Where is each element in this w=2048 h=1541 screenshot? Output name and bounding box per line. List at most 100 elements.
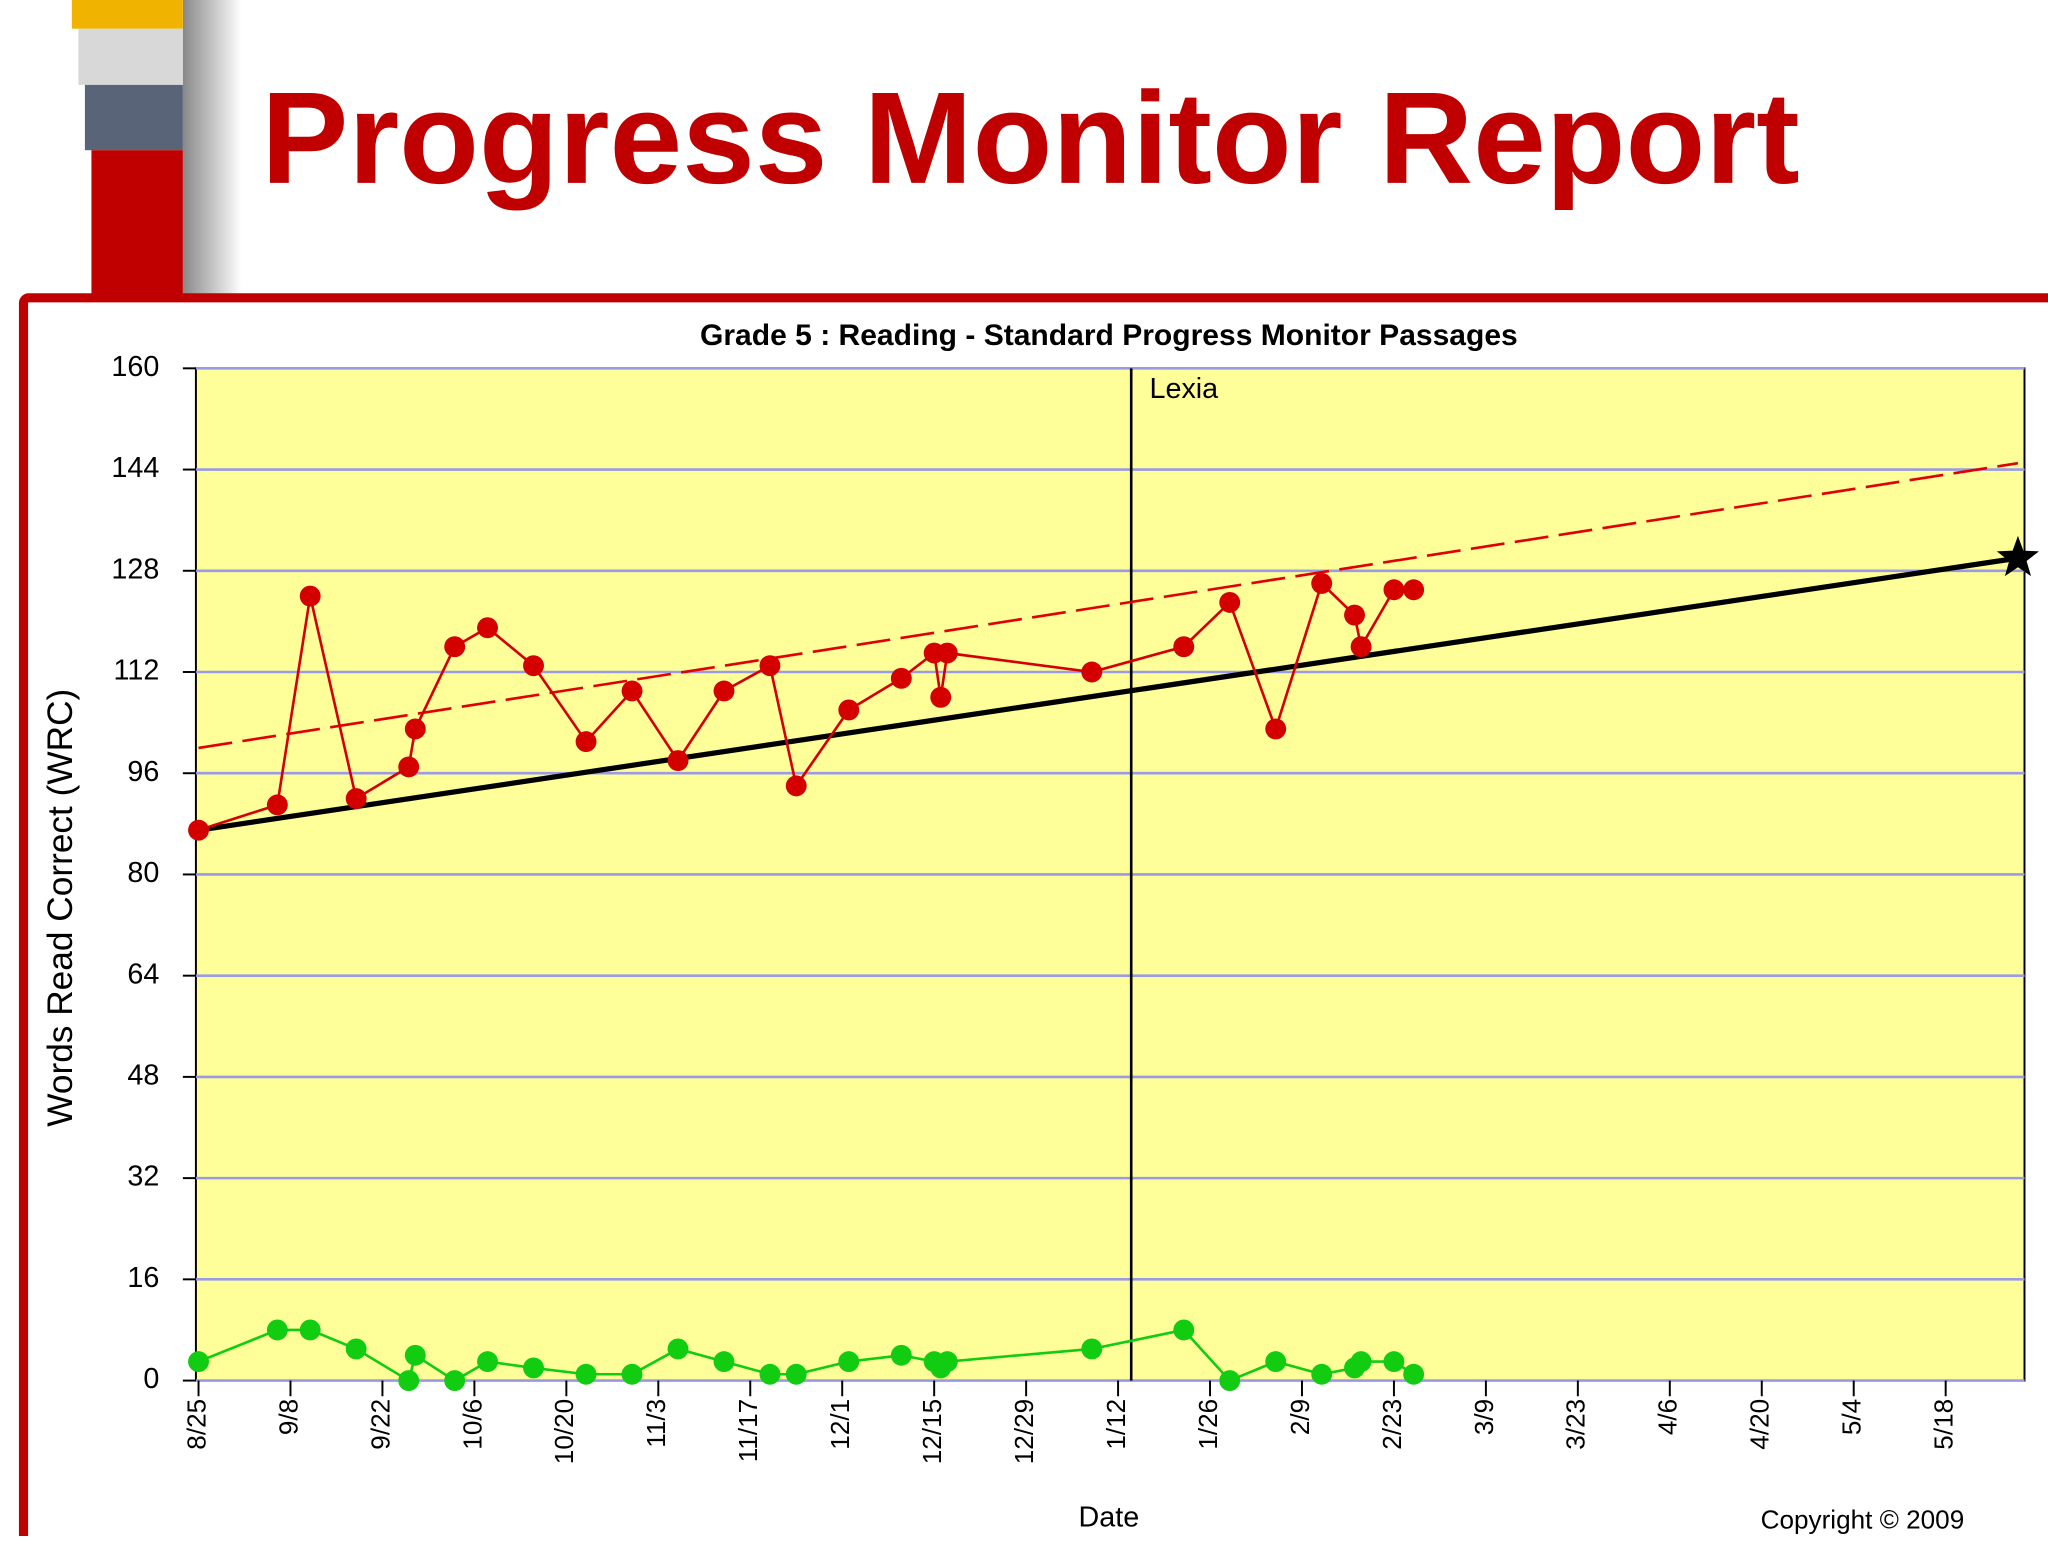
data-point (444, 1370, 466, 1392)
data-point (523, 655, 544, 677)
x-tick-label: 10/6 (457, 1399, 487, 1450)
data-point (1350, 1351, 1372, 1373)
data-point (838, 1351, 860, 1373)
y-tick-label: 144 (111, 452, 159, 484)
x-tick-label: 5/18 (1929, 1399, 1959, 1450)
data-point (299, 1319, 321, 1341)
data-point (713, 680, 735, 702)
data-point (345, 1338, 367, 1360)
data-point (667, 750, 689, 772)
x-tick-label: 1/12 (1101, 1399, 1131, 1450)
y-tick-label: 0 (143, 1363, 159, 1395)
chart-title: Grade 5 : Reading - Standard Progress Mo… (700, 319, 1518, 352)
data-point (667, 1338, 689, 1360)
copyright: Copyright © 2009 (1761, 1505, 1965, 1535)
data-point (838, 699, 860, 721)
data-point (1350, 636, 1372, 658)
data-point (890, 667, 912, 689)
aim-line (198, 555, 2019, 833)
data-point (266, 794, 288, 816)
data-point (759, 655, 781, 677)
decor-bar (84, 84, 183, 151)
y-tick-label: 128 (111, 553, 159, 585)
x-tick-label: 3/23 (1561, 1399, 1591, 1450)
data-point (785, 1363, 807, 1385)
data-point (266, 1319, 288, 1341)
data-point (1265, 1351, 1287, 1373)
y-tick-label: 64 (127, 958, 159, 990)
chart-layer: 0 16 32 48 64 80 96 112 128 144 160 8/25 9/8 9/22 10/6… (111, 351, 2039, 1464)
x-tick-label: 12/15 (917, 1399, 947, 1464)
data-point (621, 1363, 643, 1385)
data-point (575, 731, 597, 753)
x-tick-label: 11/3 (641, 1399, 671, 1448)
y-tick-label: 96 (127, 756, 159, 788)
data-point (404, 1344, 426, 1366)
phase-label: Lexia (1150, 373, 1219, 405)
x-tick-label: 3/9 (1469, 1399, 1499, 1435)
x-tick-label: 10/20 (549, 1399, 579, 1464)
data-point (621, 680, 643, 702)
decor-shadow (182, 0, 242, 294)
data-point (404, 718, 426, 740)
data-point (1311, 1363, 1333, 1385)
data-point (759, 1363, 781, 1385)
x-tick-label: 12/29 (1009, 1399, 1039, 1464)
data-point (188, 1351, 209, 1373)
page-title: Progress Monitor Report (261, 65, 1799, 211)
data-point (1173, 636, 1195, 658)
goal-star (1996, 535, 2039, 577)
data-point (936, 1351, 958, 1373)
decor-bar (71, 0, 183, 29)
trend-line (198, 461, 2019, 750)
data-point (1219, 1370, 1241, 1392)
y-tick-label: 80 (127, 857, 159, 889)
data-point (1344, 604, 1365, 626)
y-tick-label: 16 (127, 1262, 159, 1294)
data-point (713, 1351, 735, 1373)
data-point (1311, 572, 1333, 594)
data-point (477, 617, 498, 639)
y-tick-label: 112 (114, 655, 160, 687)
data-point (444, 636, 466, 658)
x-tick-label: 9/8 (273, 1399, 303, 1435)
x-tick-label: 1/26 (1193, 1399, 1223, 1450)
x-tick-label: 5/4 (1837, 1399, 1867, 1435)
data-point (1383, 579, 1405, 601)
data-point (785, 775, 807, 797)
x-tick-label: 8/25 (181, 1399, 211, 1450)
x-tick-label: 4/20 (1745, 1399, 1775, 1450)
y-axis-label: Words Read Correct (WRC) (41, 689, 80, 1127)
data-point (575, 1363, 597, 1385)
decor-bar (78, 28, 183, 85)
data-point (398, 1370, 420, 1392)
data-point (523, 1357, 544, 1379)
data-point (930, 686, 952, 708)
data-point (1173, 1319, 1195, 1341)
y-tick-label: 160 (111, 351, 159, 383)
y-tick-label: 32 (127, 1161, 159, 1193)
data-point (299, 585, 321, 607)
data-point (1403, 1363, 1425, 1385)
x-axis-label: Date (1079, 1502, 1140, 1534)
decor-bar (91, 150, 183, 297)
data-point (1403, 579, 1425, 601)
data-point (1219, 591, 1241, 613)
data-point (188, 819, 209, 841)
data-point (477, 1351, 498, 1373)
x-tick-label: 4/6 (1653, 1399, 1683, 1435)
data-point (345, 788, 367, 809)
data-point (890, 1344, 912, 1366)
x-tick-label: 2/23 (1377, 1399, 1407, 1450)
y-tick-label: 48 (127, 1059, 159, 1091)
x-tick-label: 12/1 (825, 1399, 855, 1450)
x-tick-label: 11/17 (733, 1399, 763, 1462)
x-tick-label: 9/22 (365, 1399, 395, 1450)
data-point (398, 756, 420, 778)
data-point (1265, 718, 1287, 740)
data-point (1081, 1338, 1103, 1360)
data-point (1383, 1351, 1405, 1373)
data-point (936, 642, 958, 664)
